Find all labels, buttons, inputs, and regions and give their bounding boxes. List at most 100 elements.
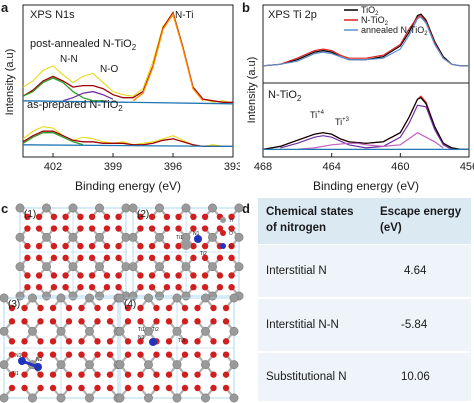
titanium-atom xyxy=(234,262,244,272)
x-tick-label: 396 xyxy=(164,161,182,173)
titanium-atom xyxy=(56,326,66,336)
chart-b-label-ti4: Ti+4 xyxy=(310,110,325,120)
titanium-atom xyxy=(68,203,78,213)
titanium-atom xyxy=(172,360,182,370)
oxygen-atom xyxy=(137,371,144,378)
titanium-atom xyxy=(172,326,182,336)
oxygen-atom xyxy=(35,213,43,220)
titanium-atom xyxy=(95,232,104,242)
oxygen-atom xyxy=(165,304,173,312)
oxygen-atom xyxy=(228,242,235,250)
titanium-atom xyxy=(144,393,153,403)
oxygen-atom xyxy=(78,384,85,392)
oxygen-atom xyxy=(88,254,96,262)
header-col1-line2: of nitrogen xyxy=(266,222,327,234)
oxygen-atom xyxy=(194,384,201,392)
oxygen-atom xyxy=(35,272,43,279)
oxygen-atom xyxy=(21,318,28,325)
oxygen-atom xyxy=(137,225,144,232)
chart-a-ylabel: Intensity (a.u) xyxy=(4,49,16,116)
oxygen-atom xyxy=(24,254,31,262)
oxygen-atom xyxy=(216,254,224,262)
oxygen-atom xyxy=(148,284,156,291)
titanium-atom xyxy=(95,262,104,272)
table-divider xyxy=(258,297,471,299)
oxygen-atom xyxy=(78,304,85,312)
panel-label-b: b xyxy=(242,0,250,15)
oxygen-atom xyxy=(137,272,144,279)
titanium-atom xyxy=(15,262,25,272)
oxygen-atom xyxy=(65,351,73,358)
oxygen-atom xyxy=(153,371,160,378)
oxygen-atom xyxy=(49,384,57,392)
oxygen-atom xyxy=(62,284,69,291)
dopant-3: N1 N2 Ti1 xyxy=(12,353,43,377)
series-line xyxy=(22,132,84,146)
oxygen-atom xyxy=(65,318,73,325)
oxygen-atom xyxy=(94,318,101,325)
oxygen-atom xyxy=(222,338,230,345)
oxygen-atom xyxy=(49,371,57,378)
titanium-atom xyxy=(68,232,78,242)
oxygen-atom xyxy=(201,284,209,291)
oxygen-atom xyxy=(115,254,122,262)
crystal-structures: (1) (2) (3) (4) Ti O N N1 Ti1 Ti2 N1 N2 … xyxy=(0,203,244,403)
oxygen-atom xyxy=(137,338,144,345)
oxygen-atom xyxy=(94,304,101,312)
row-energy: 10.06 xyxy=(401,371,430,383)
oxygen-atom xyxy=(163,225,171,232)
panel-label-a: a xyxy=(1,0,9,15)
titanium-atom xyxy=(42,262,51,272)
series-line xyxy=(62,90,114,102)
chart-b-ticks: 468 464 460 456 xyxy=(254,153,474,173)
titanium-atom xyxy=(56,293,66,303)
oxygen-atom xyxy=(194,338,201,345)
oxygen-atom xyxy=(103,284,111,291)
titanium-atom xyxy=(181,203,191,213)
table-header: Chemical states of nitrogen Escape energ… xyxy=(258,198,471,244)
oxygen-atom xyxy=(65,384,73,392)
oxygen-atom xyxy=(106,371,114,378)
tag-4-ti3: Ti3 xyxy=(178,338,185,344)
oxygen-atom xyxy=(62,254,69,262)
titanium-atom xyxy=(155,262,164,272)
titanium-atom xyxy=(42,203,51,213)
x-tick-label: 399 xyxy=(104,161,122,173)
oxygen-atom xyxy=(190,272,197,279)
oxygen-atom xyxy=(222,351,230,358)
oxygen-atom xyxy=(181,351,189,358)
titanium-atom xyxy=(56,393,66,403)
oxygen-atom xyxy=(165,351,173,358)
titanium-atom xyxy=(56,360,66,370)
oxygen-atom xyxy=(210,384,217,392)
series-line xyxy=(262,13,469,67)
titanium-atom xyxy=(28,326,37,336)
oxygen-atom xyxy=(124,338,132,345)
titanium-atom xyxy=(201,326,210,336)
oxygen-atom xyxy=(24,272,31,279)
oxygen-atom xyxy=(137,304,144,312)
titanium-atom xyxy=(128,262,138,272)
titanium-atom xyxy=(128,203,138,213)
oxygen-atom xyxy=(94,351,101,358)
oxygen-atom xyxy=(165,338,173,345)
titanium-atom xyxy=(229,393,239,403)
oxygen-atom xyxy=(210,351,217,358)
oxygen-atom xyxy=(21,338,28,345)
titanium-atom xyxy=(208,232,217,242)
series-line xyxy=(22,100,234,105)
oxygen-atom xyxy=(148,213,156,220)
structure-label-4: (4) xyxy=(124,299,136,310)
oxygen-atom xyxy=(115,213,122,220)
oxygen-atom xyxy=(103,242,111,250)
oxygen-atom xyxy=(115,272,122,279)
oxygen-atom xyxy=(148,225,156,232)
oxygen-atom xyxy=(148,242,156,250)
titanium-atom xyxy=(85,326,94,336)
oxygen-atom xyxy=(106,338,114,345)
titanium-atom xyxy=(0,326,9,336)
oxygen-atom xyxy=(37,304,44,312)
oxygen-atom xyxy=(175,284,182,291)
series-line xyxy=(262,16,469,67)
titanium-atom xyxy=(15,203,25,213)
